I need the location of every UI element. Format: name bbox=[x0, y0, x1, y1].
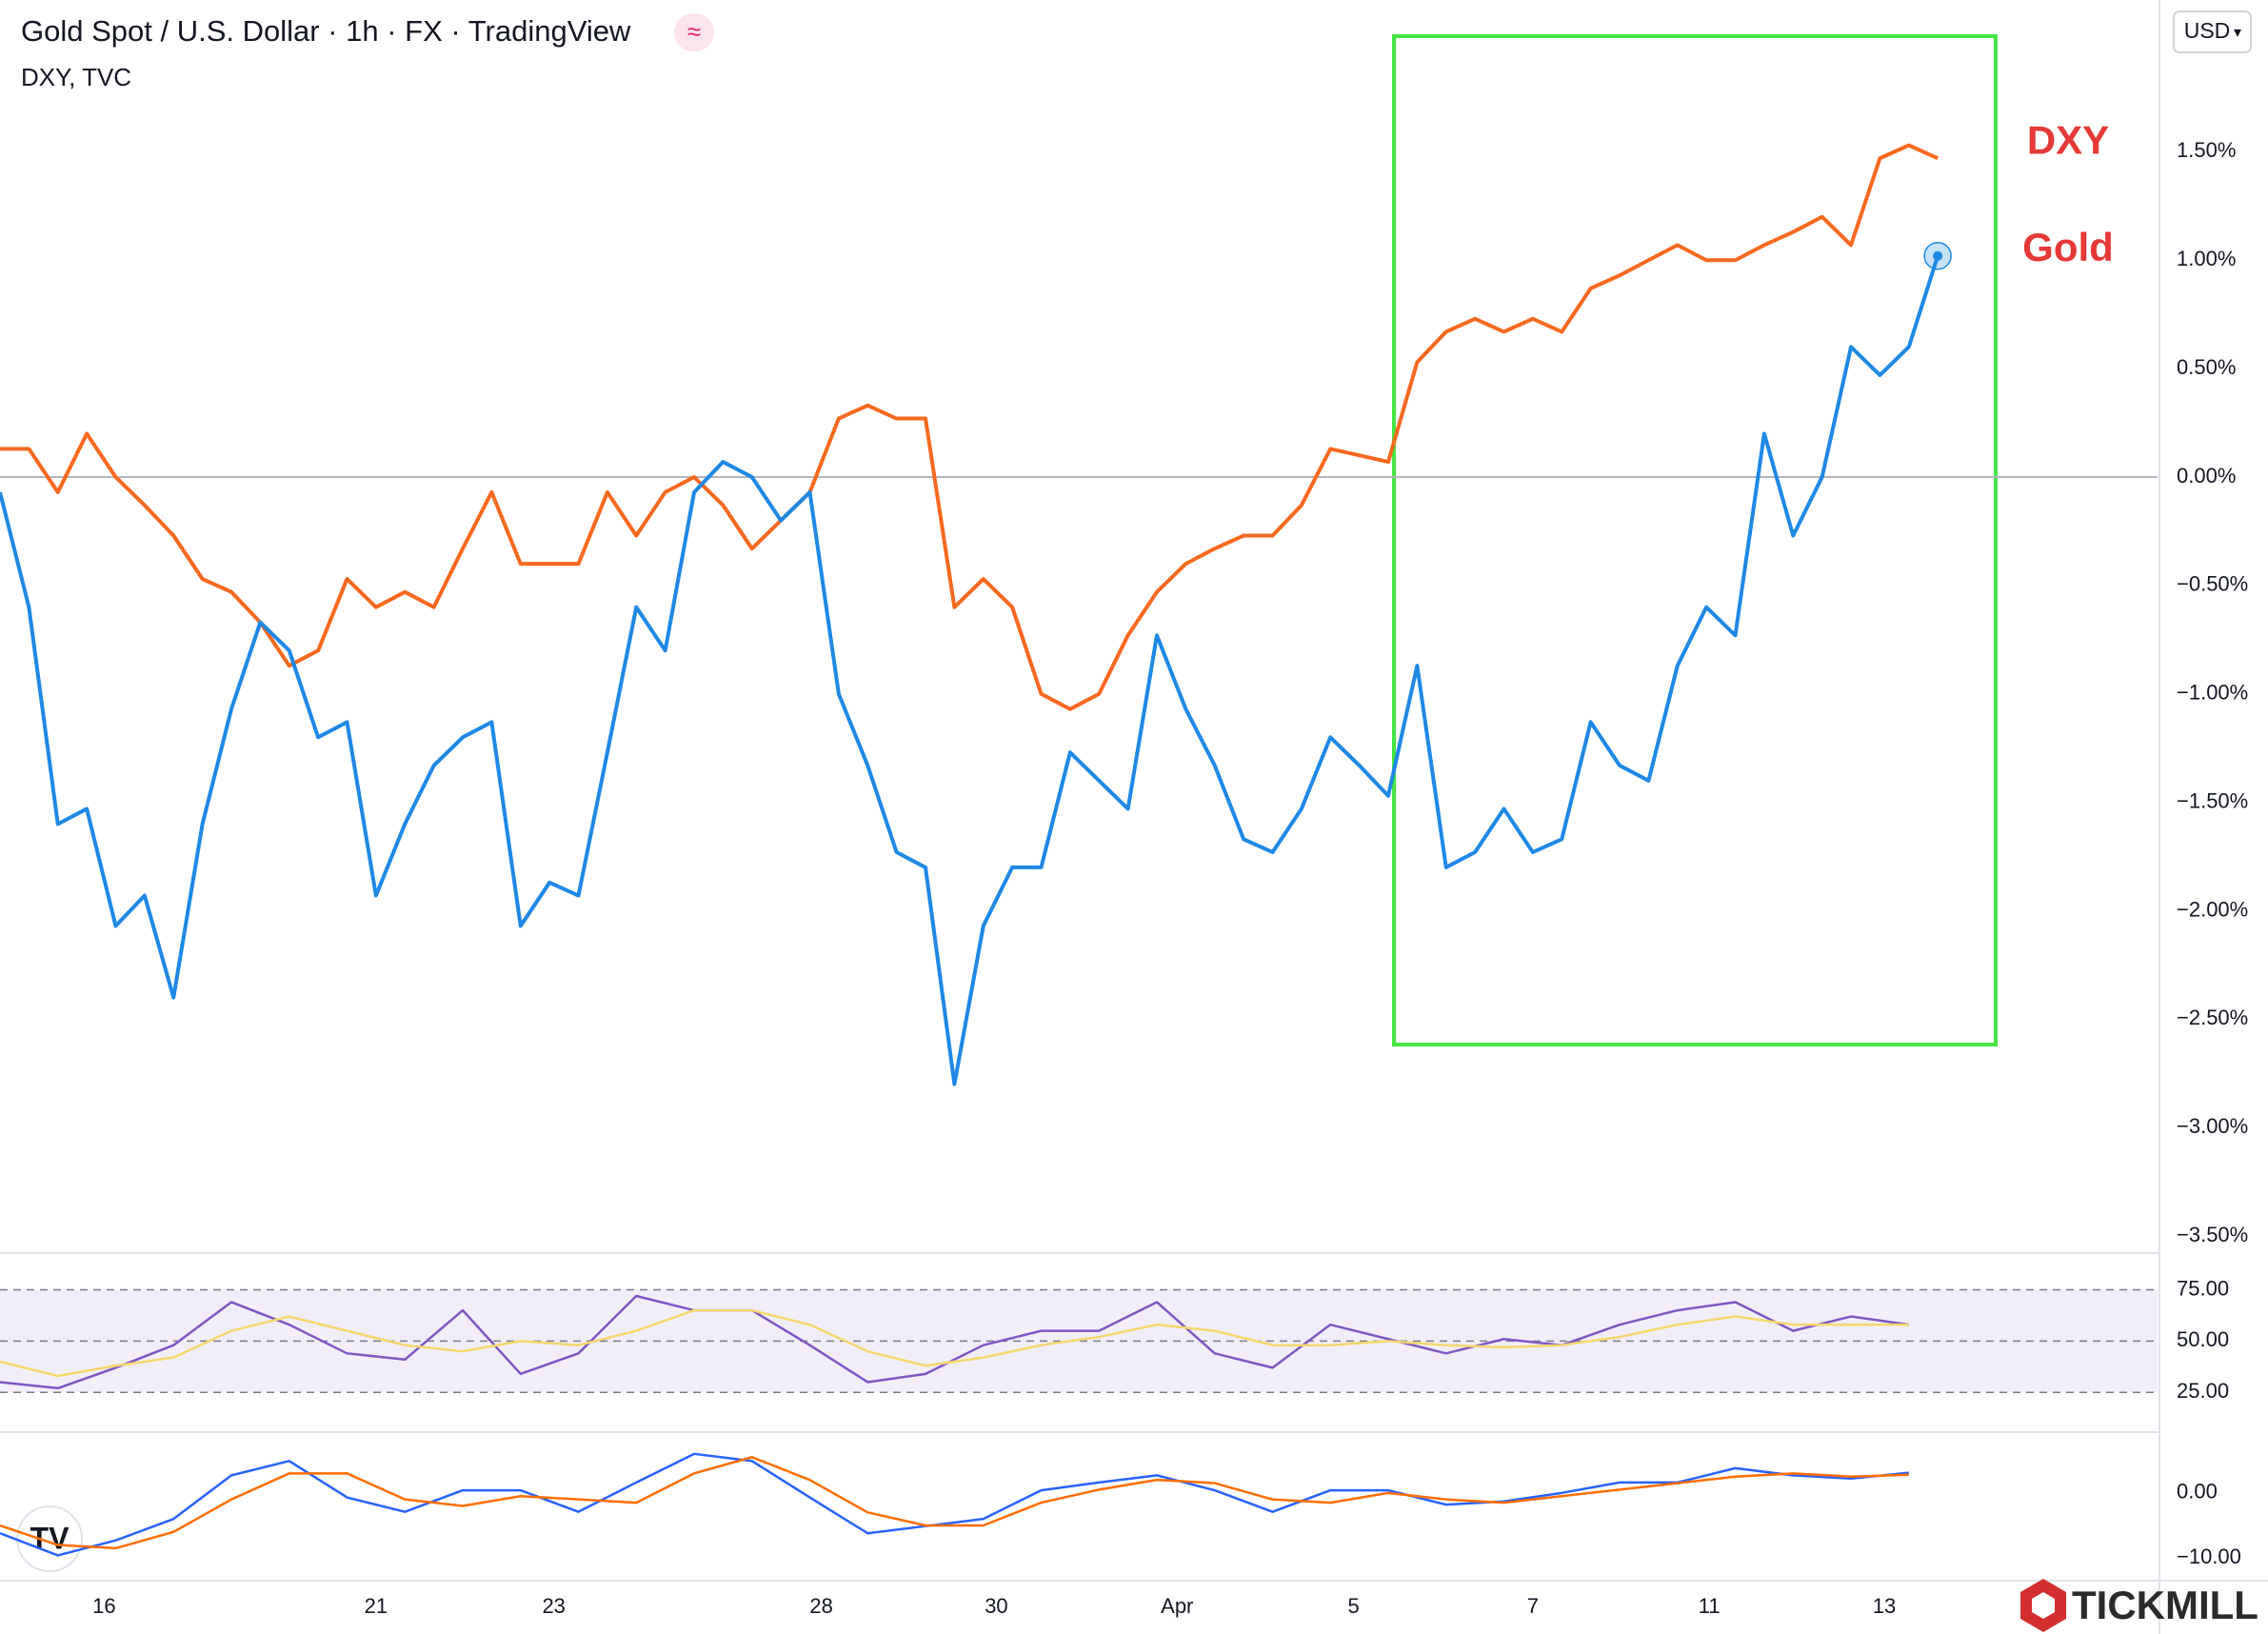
series-line bbox=[0, 1308, 1909, 1378]
compare-symbol: DXY, TVC bbox=[21, 63, 131, 91]
series-line bbox=[0, 255, 1940, 1086]
y-tick-label: −3.50% bbox=[2177, 1223, 2248, 1246]
y-tick-label: 1.50% bbox=[2177, 138, 2236, 162]
tickmill-logo: TICKMILL bbox=[2020, 1579, 2258, 1632]
y-tick-label: 75.00 bbox=[2177, 1276, 2229, 1300]
currency-button[interactable] bbox=[2173, 10, 2252, 53]
y-tick-label: 1.00% bbox=[2177, 247, 2236, 270]
tradingview-logo: TV bbox=[16, 1505, 83, 1572]
currency-label: USD bbox=[2184, 18, 2231, 43]
y-tick-label: −10.00 bbox=[2177, 1544, 2241, 1568]
x-tick-label: 13 bbox=[1873, 1594, 1896, 1618]
x-tick-label: 5 bbox=[1347, 1594, 1359, 1618]
series-line bbox=[0, 1452, 1909, 1557]
x-tick-label: 30 bbox=[985, 1594, 1007, 1618]
x-tick-label: 16 bbox=[92, 1594, 115, 1618]
x-tick-label: 11 bbox=[1699, 1594, 1721, 1618]
last-point bbox=[1933, 250, 1943, 261]
y-tick-label: −2.00% bbox=[2177, 897, 2248, 921]
logo-hex-inner bbox=[2032, 1592, 2055, 1619]
series-label: DXY bbox=[2027, 117, 2109, 162]
y-tick-label: −2.50% bbox=[2177, 1006, 2248, 1029]
x-tick-label: 23 bbox=[542, 1594, 565, 1618]
series-line bbox=[0, 143, 1939, 711]
series-label: Gold bbox=[2022, 225, 2114, 269]
x-tick-label: 7 bbox=[1527, 1594, 1539, 1618]
y-tick-label: −1.00% bbox=[2177, 681, 2248, 705]
y-tick-label: 50.00 bbox=[2177, 1327, 2229, 1351]
x-tick-label: 28 bbox=[809, 1594, 832, 1618]
series-line bbox=[0, 1294, 1909, 1390]
y-tick-label: 0.50% bbox=[2177, 355, 2236, 379]
rsi-band bbox=[0, 1289, 2158, 1393]
currency-caret: ▾ bbox=[2234, 25, 2241, 41]
symbol-title: Gold Spot / U.S. Dollar · 1h · FX · Trad… bbox=[21, 14, 631, 48]
y-tick-label: 0.00% bbox=[2177, 464, 2236, 488]
series-line bbox=[0, 1455, 1909, 1550]
brand-name: TICKMILL bbox=[2072, 1583, 2258, 1627]
y-tick-label: 25.00 bbox=[2177, 1379, 2229, 1403]
highlight-box bbox=[1392, 34, 1998, 1046]
x-tick-label: Apr bbox=[1161, 1594, 1193, 1618]
y-tick-label: −1.50% bbox=[2177, 788, 2248, 812]
x-tick-label: 21 bbox=[365, 1594, 388, 1618]
y-tick-label: −3.00% bbox=[2177, 1114, 2248, 1138]
y-tick-label: −0.50% bbox=[2177, 572, 2248, 596]
indicator-icon-glyph: ≈ bbox=[687, 17, 701, 46]
y-tick-label: 0.00 bbox=[2177, 1480, 2218, 1504]
indicator-icon[interactable] bbox=[674, 13, 714, 51]
